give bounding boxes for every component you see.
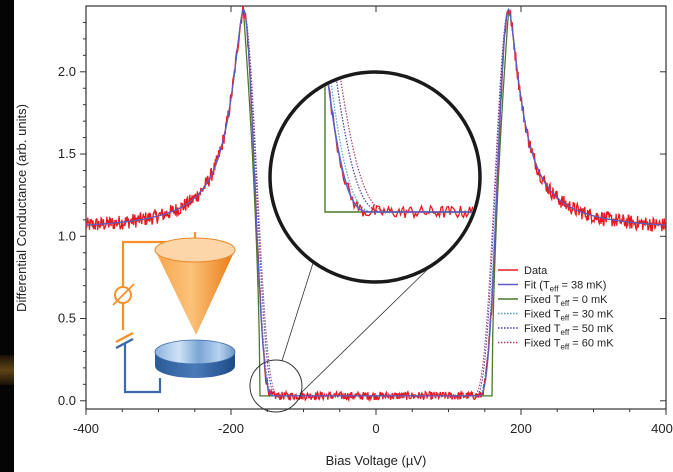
sample-disk-icon [154, 339, 236, 378]
x-tick-label: 0 [372, 421, 379, 436]
legend-entry: Fit (Teff = 38 mK) [524, 280, 606, 294]
inset-border [268, 70, 482, 284]
y-axis-label: Differential Conductance (arb. units) [14, 104, 29, 312]
legend-entry: Fixed Teff = 60 mK [524, 338, 614, 352]
x-tick-label: 400 [651, 421, 673, 436]
circuit-wire-icon [123, 344, 162, 394]
y-tick-label: 1.0 [58, 228, 76, 243]
capacitor-plate-icon [115, 331, 134, 344]
inset-curves [272, 74, 478, 221]
x-tick-label: 200 [510, 421, 532, 436]
fit-curve [86, 8, 666, 397]
inset-fit [272, 74, 478, 213]
inset-data [272, 74, 478, 221]
y-tick-label: 0.0 [58, 393, 76, 408]
zoom-region-circle [249, 359, 303, 413]
x-tick-label: -400 [73, 421, 99, 436]
bias-source-icon [112, 283, 135, 306]
legend-entry: Data [524, 265, 548, 277]
x-axis-label: Bias Voltage (µV) [326, 453, 427, 468]
legend-entry: Fixed Teff = 30 mK [524, 309, 614, 323]
inset-background [270, 72, 480, 282]
zoom-connector-line [281, 262, 314, 362]
y-tick-label: 0.5 [58, 311, 76, 326]
x-tick-label: -200 [218, 421, 244, 436]
y-tick-label: 2.0 [58, 64, 76, 79]
stm-tip-cone-icon [154, 237, 236, 335]
legend-entry: Fixed Teff = 0 mK [524, 294, 608, 308]
zoom-connector-line [299, 266, 431, 395]
capacitor-plate-icon [115, 337, 134, 350]
y-tick-label: 1.5 [58, 146, 76, 161]
legend-entry: Fixed Teff = 50 mK [524, 323, 614, 337]
